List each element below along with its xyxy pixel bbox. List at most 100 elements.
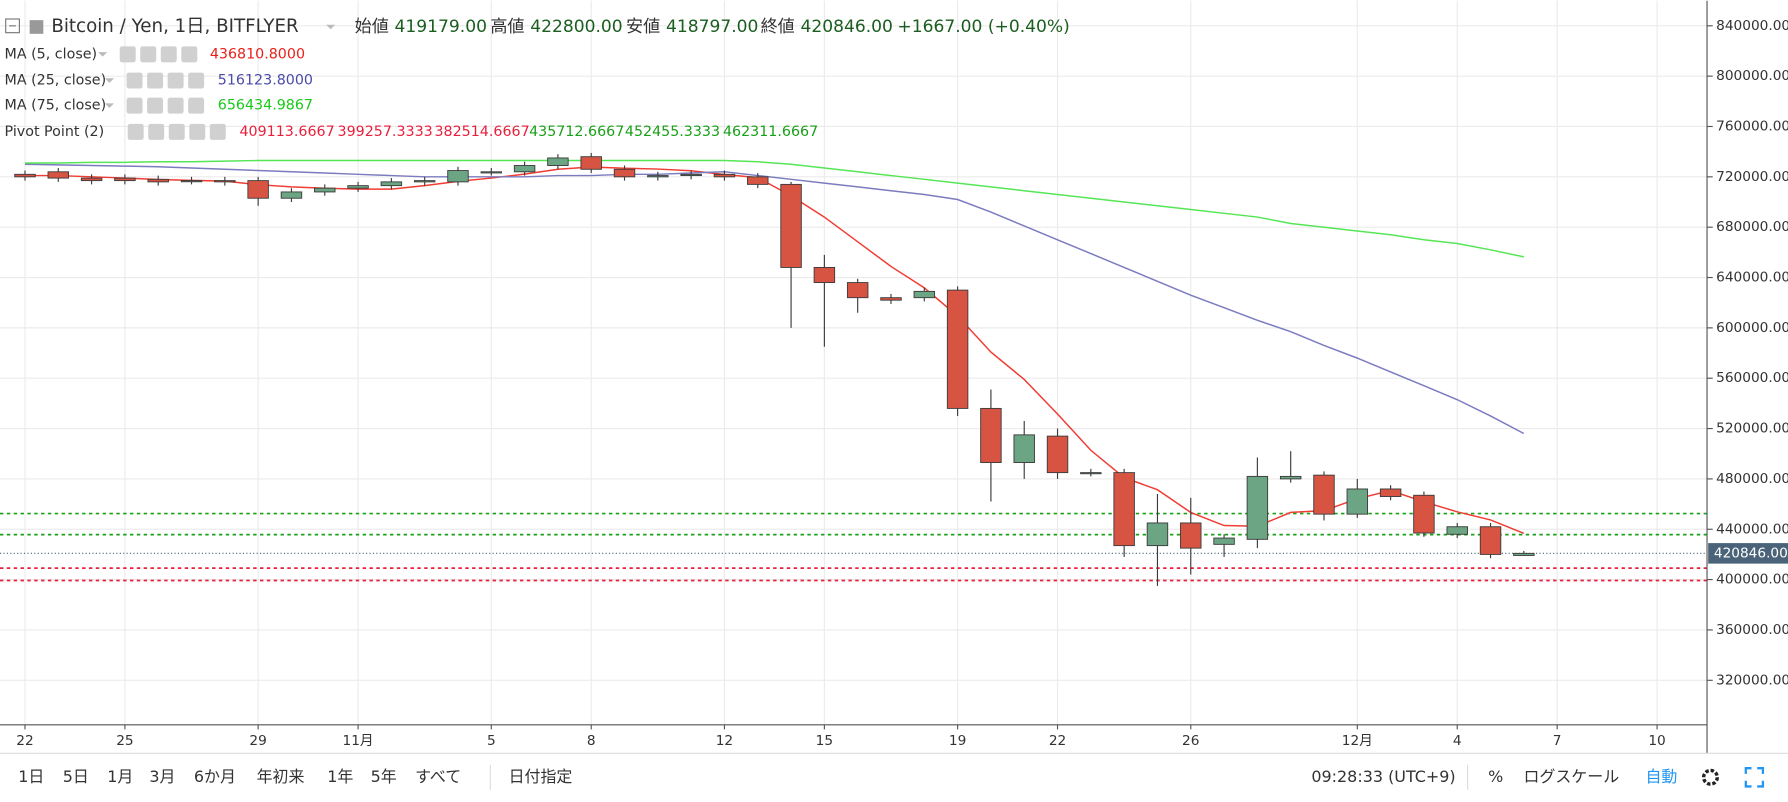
dropdown[interactable]: [104, 103, 115, 108]
legend-button[interactable]: [189, 123, 206, 140]
ma-line: [24, 163, 1525, 435]
legend-button[interactable]: [209, 123, 226, 140]
range-button[interactable]: すべて: [415, 767, 461, 786]
x-tick-label: 11月: [343, 733, 374, 749]
legend-button[interactable]: [127, 123, 144, 140]
symbol[interactable]: Bitcoin / Yen, 1日, BITFLYER: [51, 16, 299, 37]
legend-button[interactable]: [188, 72, 205, 89]
legend-button[interactable]: [160, 46, 177, 63]
flag-icon: [29, 20, 44, 34]
candle-body: [1379, 488, 1402, 497]
pivot-value: 382514.6667: [434, 124, 529, 140]
range-button[interactable]: 6か月: [194, 767, 236, 786]
legend-button[interactable]: [126, 72, 143, 89]
dropdown[interactable]: [98, 52, 108, 57]
indicator-name: MA (25, close): [5, 73, 107, 89]
candle-body: [1246, 475, 1269, 540]
y-tick-label: 480000.00: [1716, 471, 1788, 487]
x-tick-label: 12月: [1342, 733, 1373, 749]
percent-button[interactable]: %: [1488, 767, 1503, 786]
candle-body: [780, 183, 802, 268]
x-tick-label: 7: [1553, 733, 1562, 749]
indicator-name: MA (75, close): [5, 98, 107, 114]
y-tick-label: 320000.00: [1716, 672, 1788, 688]
legend-button[interactable]: [167, 97, 184, 114]
collapse-icon[interactable]: [5, 18, 20, 34]
range-button[interactable]: 1日: [18, 767, 44, 786]
candle-body: [813, 267, 836, 284]
candle-body: [1446, 526, 1468, 535]
candle-body: [214, 180, 236, 183]
candle-body: [1413, 494, 1435, 534]
candle-body: [1113, 472, 1135, 547]
candle-body: [347, 185, 369, 189]
plot: [0, 152, 1708, 586]
legend-button[interactable]: [181, 46, 198, 63]
range-button[interactable]: 年初来: [257, 767, 305, 786]
x-tick-label: 22: [16, 733, 33, 749]
x-tick-label: 8: [587, 733, 596, 749]
stat-label: 始値: [355, 17, 389, 37]
stat-label: 高値: [490, 17, 524, 37]
dropdown[interactable]: [104, 78, 115, 83]
candle-body: [1313, 474, 1335, 515]
pivot-value: 462311.6667: [723, 124, 818, 140]
indicator-name: Pivot Point (2): [5, 124, 105, 140]
candle-body: [946, 289, 969, 409]
dropdown[interactable]: [326, 24, 336, 30]
candle-body: [580, 156, 602, 170]
x-tick-label: 29: [249, 733, 266, 749]
range-button[interactable]: 5日: [63, 767, 89, 786]
stat-value: 422800.00: [530, 17, 622, 37]
candle-body: [747, 176, 769, 185]
auto-button[interactable]: 自動: [1645, 767, 1677, 786]
y-tick-label: 640000.00: [1716, 270, 1788, 286]
candle-body: [14, 173, 36, 178]
legend-button[interactable]: [147, 72, 164, 89]
legend-button[interactable]: [148, 123, 165, 140]
legend-button[interactable]: [168, 123, 185, 140]
y-tick-label: 560000.00: [1716, 370, 1788, 386]
candle-body: [1279, 475, 1302, 480]
candle-body: [713, 173, 736, 178]
indicator-value: 656434.9867: [218, 98, 313, 114]
legend: MA (5, close) 436810.8000 MA (25, close) 51…: [5, 46, 819, 140]
candle-body: [1146, 522, 1169, 547]
change: +1667.00 (+0.40%): [897, 17, 1069, 37]
range-button[interactable]: 3月: [149, 767, 175, 786]
toolbar: 1日 5日 1月 3月 6か月 年初来 1年 5年 すべて 日付指定 09:28:33 (UTC+9…: [18, 764, 1765, 790]
candle-body: [547, 157, 569, 166]
legend-button[interactable]: [126, 97, 143, 114]
range-button[interactable]: 1年: [327, 767, 353, 786]
settings-button[interactable]: [1701, 768, 1720, 786]
header: Bitcoin / Yen, 1日, BITFLYER 始値 419179.00 高…: [5, 16, 1070, 37]
legend-button[interactable]: [188, 97, 205, 114]
pivot-value: 409113.6667: [239, 124, 334, 140]
candle-body: [913, 290, 936, 299]
last-price-box: [1708, 543, 1788, 564]
candle-body: [1346, 488, 1369, 515]
legend-button[interactable]: [147, 97, 164, 114]
candle-body: [880, 297, 902, 301]
pivot-value: 435712.6667: [529, 124, 624, 140]
candle-body: [1213, 537, 1235, 545]
range-button[interactable]: 1月: [107, 767, 133, 786]
date-range-button[interactable]: 日付指定: [509, 767, 573, 786]
stat-value: 418797.00: [666, 17, 758, 37]
candle-body: [314, 187, 336, 193]
legend-button[interactable]: [140, 46, 157, 63]
candle-body: [647, 175, 669, 178]
log-button[interactable]: ログスケール: [1523, 767, 1619, 786]
fullscreen-button[interactable]: [1744, 767, 1765, 788]
x-tick-label: 26: [1182, 733, 1199, 749]
indicator-value: 516123.8000: [218, 73, 313, 89]
legend-button[interactable]: [119, 46, 136, 63]
y-tick-label: 400000.00: [1716, 572, 1788, 588]
range-button[interactable]: 5年: [371, 767, 397, 786]
x-tick-label: 19: [949, 733, 966, 749]
candle-body: [846, 282, 869, 299]
candle-body: [413, 180, 436, 183]
x-tick-label: 4: [1453, 733, 1462, 749]
legend-button[interactable]: [167, 72, 184, 89]
